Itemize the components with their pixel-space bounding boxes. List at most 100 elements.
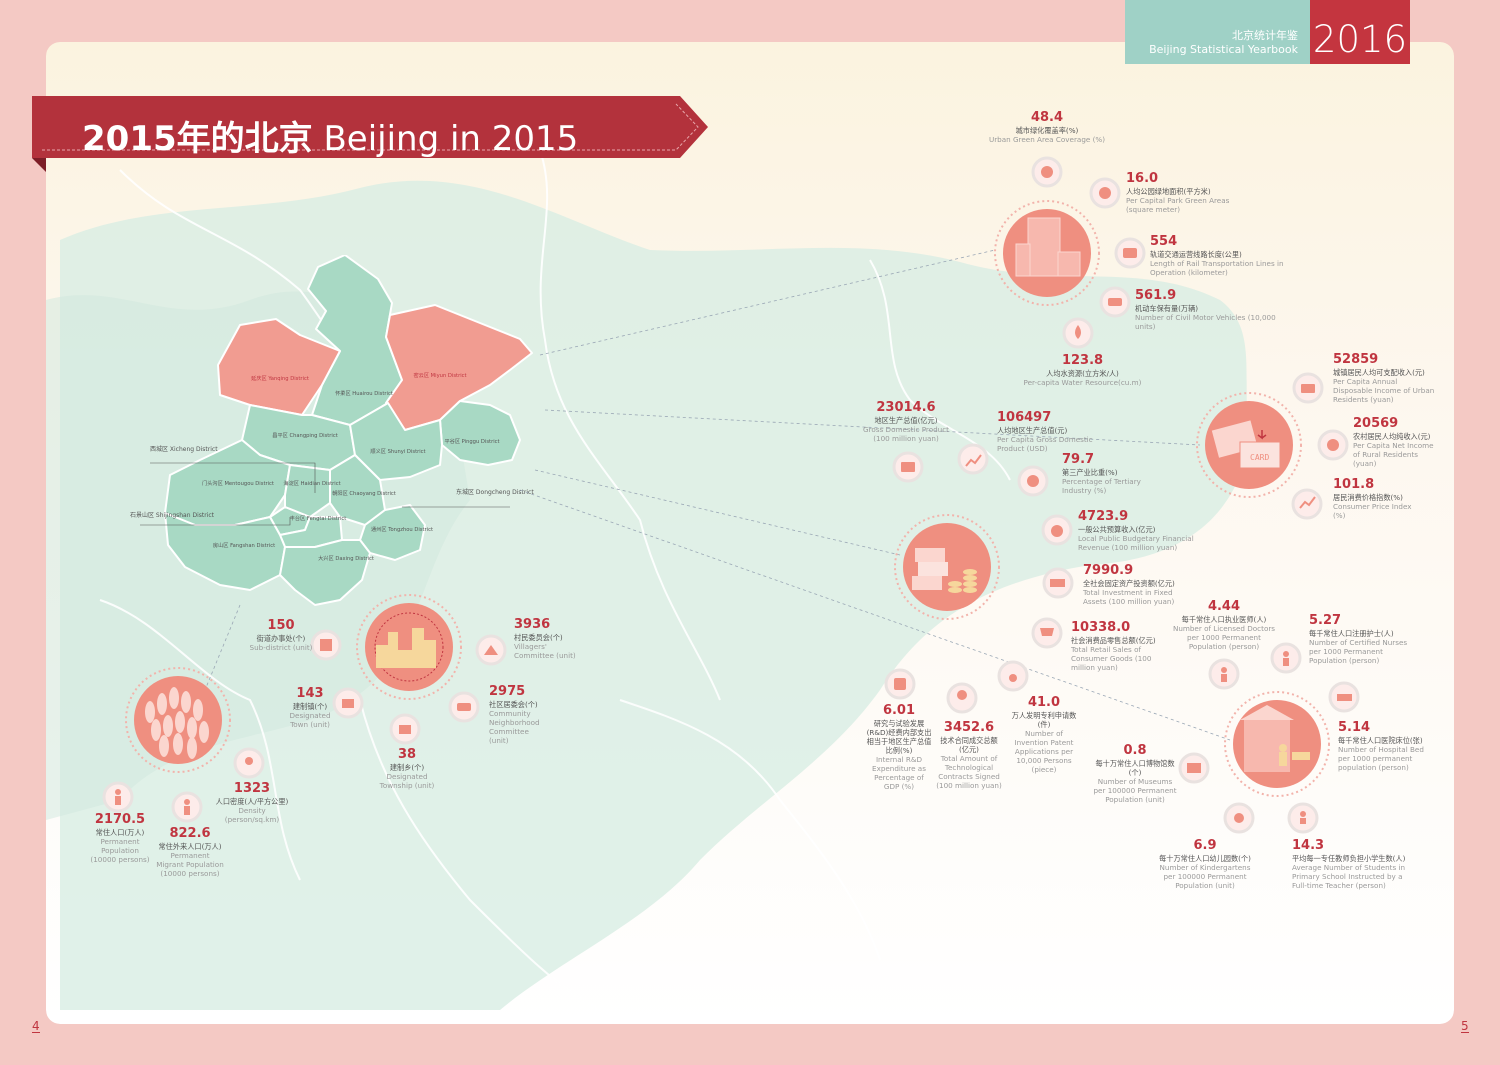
stat-subdistrict: 150 街道办事处(个) Sub-district (unit): [246, 618, 316, 652]
stat-township-cn: 建制乡(个): [389, 762, 425, 772]
stat-subdistrict-en: Sub-district (unit): [249, 642, 313, 652]
beijing-district-map: 延庆区 Yanqing District 怀柔区 Huairou Distric…: [140, 255, 533, 606]
stat-population-value: 2170.5: [94, 812, 146, 827]
district-label-shijingshan: 石景山区 Shijingshan District: [130, 512, 214, 519]
stat-students-value: 14.3: [1292, 838, 1325, 853]
money-card-icon: CARD: [1196, 392, 1302, 498]
stat-gdp-value: 23014.6: [876, 400, 936, 415]
stat-doctors-value: 4.44: [1207, 599, 1241, 614]
stat-museums: 0.8 每十万常住人口博物馆数(个) Number of Museums per…: [1092, 743, 1178, 804]
stat-nurses-cn: 每千常住人口注册护士(人): [1309, 628, 1394, 638]
stat-kindergartens: 6.9 每十万常住人口幼儿园数(个) Number of Kindergarte…: [1155, 838, 1255, 890]
stat-gdp-pc-value: 106497: [997, 410, 1052, 425]
stat-cpi-value: 101.8: [1333, 477, 1375, 492]
stat-population-en: Permanent Population (10000 persons): [90, 836, 150, 864]
page-number-right: 5: [1461, 1019, 1469, 1033]
stat-tertiary-en: Percentage of Tertiary Industry (%): [1062, 476, 1141, 495]
page-title: 2015年的北京 Beijing in 2015: [82, 111, 578, 160]
district-label-chaoyang: 朝阳区 Chaoyang District: [332, 489, 396, 497]
stat-urban-income-value: 52859: [1333, 352, 1379, 367]
district-label-huairou: 怀柔区 Huairou District: [335, 389, 393, 397]
stat-nurses-en: Number of Certified Nurses per 1000 Perm…: [1309, 637, 1408, 665]
stat-water-en: Per-capita Water Resource(cu.m): [1023, 377, 1142, 387]
urban-buildings-icon: [994, 200, 1100, 306]
stat-cpi-cn: 居民消费价格指数(%): [1333, 492, 1403, 502]
stat-rail-en: Length of Rail Transportation Lines in O…: [1150, 258, 1284, 277]
yearbook-header: 北京统计年鉴 Beijing Statistical Yearbook: [1125, 0, 1310, 64]
stat-community-en: Community Neighborhood Committee (unit): [489, 708, 540, 745]
stat-gdp-en: Gross Domestic Product (100 million yuan…: [863, 424, 949, 443]
stat-population-cn: 常住人口(万人): [95, 827, 145, 837]
stat-contracts-en: Total Amount of Technological Contracts …: [936, 753, 1002, 790]
district-miyun: [385, 304, 533, 431]
stat-rd-en: Internal R&D Expenditure as Percentage o…: [872, 754, 926, 791]
stat-gdp: 23014.6 地区生产总值(亿元) Gross Domestic Produc…: [862, 400, 950, 443]
stat-investment: 7990.9 全社会固定资产投资额(亿元) Total Investment i…: [1083, 563, 1198, 606]
stat-patents: 41.0 万人发明专利申请数(件) Number of Invention Pa…: [1007, 695, 1081, 774]
stat-kindergartens-cn: 每十万常住人口幼儿园数(个): [1159, 853, 1251, 863]
stat-rural-income: 20569 农村居民人均纯收入(元) Per Capita Net Income…: [1353, 416, 1441, 468]
district-label-miyun: 密云区 Miyun District: [413, 371, 466, 379]
district-label-daxing: 大兴区 Daxing District: [318, 554, 374, 562]
stat-cpi-en: Consumer Price Index (%): [1333, 501, 1412, 520]
stat-township: 38 建制乡(个) Designated Township (unit): [378, 747, 436, 790]
stat-doctors-cn: 每千常住人口执业医师(人): [1181, 614, 1267, 624]
yearbook-title-cn: 北京统计年鉴: [1232, 29, 1298, 42]
yearbook-year: 2016: [1310, 0, 1410, 64]
stat-town-value: 143: [296, 686, 324, 701]
stat-migrant-value: 822.6: [169, 826, 211, 841]
crowd-icon: [125, 667, 231, 773]
district-labels: 延庆区 Yanqing District 怀柔区 Huairou Distric…: [202, 371, 500, 562]
district-label-yanqing: 延庆区 Yanqing District: [251, 374, 309, 382]
stat-patents-en: Number of Invention Patent Applications …: [1014, 728, 1074, 774]
stat-museums-value: 0.8: [1123, 743, 1147, 758]
stat-contracts: 3452.6 技术合同成交总额(亿元) Total Amount of Tech…: [936, 720, 1002, 790]
stat-doctors: 4.44 每千常住人口执业医师(人) Number of Licensed Do…: [1172, 599, 1276, 651]
district-label-tongzhou: 通州区 Tongzhou District: [371, 525, 433, 533]
chart-up-icon: [957, 443, 989, 475]
stat-urban-income-cn: 城镇居民人均可支配收入(元): [1333, 367, 1425, 377]
stat-migrant-en: Permanent Migrant Population (10000 pers…: [156, 850, 224, 878]
stat-rail-value: 554: [1150, 234, 1178, 249]
stat-density-value: 1323: [233, 781, 271, 796]
stat-park-cn: 人均公园绿地面积(平方米): [1126, 186, 1211, 196]
stat-migrant-cn: 常住外来人口(万人): [158, 841, 222, 851]
stat-community-cn: 社区居委会(个): [489, 699, 538, 709]
stat-contracts-cn: 技术合同成交总额(亿元): [940, 735, 998, 754]
stat-gdp-pc: 106497 人均地区生产总值(元) Per Capita Gross Dome…: [997, 410, 1122, 453]
stat-tertiary-value: 79.7: [1062, 452, 1095, 467]
stat-density: 1323 人口密度(人/平方公里) Density (person/sq.km): [212, 781, 292, 824]
stat-cpi: 101.8 居民消费价格指数(%) Consumer Price Index (…: [1333, 477, 1423, 520]
stat-town-cn: 建制镇(个): [292, 701, 328, 711]
stat-museums-en: Number of Museums per 100000 Permanent P…: [1093, 776, 1177, 804]
district-label-dongcheng: 东城区 Dongcheng District: [456, 489, 534, 496]
stat-community-value: 2975: [489, 684, 526, 699]
stat-villagers-en: Villagers' Committee (unit): [514, 641, 576, 660]
stat-township-en: Designated Township (unit): [379, 771, 435, 790]
stat-students-cn: 平均每一专任教师负担小学生数(人): [1292, 853, 1406, 863]
stat-patents-cn: 万人发明专利申请数(件): [1011, 710, 1077, 729]
stat-urban-income: 52859 城镇居民人均可支配收入(元) Per Capita Annual D…: [1333, 352, 1437, 404]
district-label-haidian: 海淀区 Haidian District: [283, 479, 340, 487]
stat-revenue-cn: 一般公共预算收入(亿元): [1078, 524, 1156, 534]
stat-green-en: Urban Green Area Coverage (%): [988, 134, 1106, 144]
district-label-shunyi: 顺义区 Shunyi District: [370, 448, 425, 455]
stat-vehicles-en: Number of Civil Motor Vehicles (10,000 u…: [1135, 312, 1276, 331]
page-title-cn: 2015年的北京: [82, 119, 313, 159]
stat-villagers-value: 3936: [514, 617, 551, 632]
stat-museums-cn: 每十万常住人口博物馆数(个): [1095, 758, 1175, 777]
stat-green-cn: 城市绿化覆盖率(%): [1015, 125, 1079, 135]
district-label-mentougou: 门头沟区 Mentougou District: [202, 479, 274, 487]
stat-students: 14.3 平均每一专任教师负担小学生数(人) Average Number of…: [1292, 838, 1412, 890]
stat-vehicles: 561.9 机动车保有量(万辆) Number of Civil Motor V…: [1135, 288, 1295, 331]
stat-town-en: Designated Town (unit): [289, 710, 331, 729]
stat-rd-value: 6.01: [882, 703, 916, 718]
stat-rural-income-cn: 农村居民人均纯收入(元): [1353, 431, 1431, 441]
hospital-building-icon: [1224, 691, 1330, 797]
stat-patents-value: 41.0: [1027, 695, 1061, 710]
stat-tertiary-cn: 第三产业比重(%): [1062, 467, 1118, 477]
district-daxing: [279, 539, 371, 606]
stat-gdp-pc-cn: 人均地区生产总值(元): [997, 425, 1068, 435]
district-label-fangshan: 房山区 Fangshan District: [213, 541, 275, 549]
stat-tertiary: 79.7 第三产业比重(%) Percentage of Tertiary In…: [1062, 452, 1144, 495]
